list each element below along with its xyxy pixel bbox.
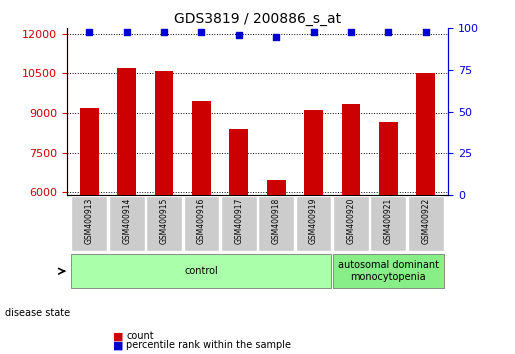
FancyBboxPatch shape xyxy=(109,196,145,251)
Bar xyxy=(154,71,174,195)
Bar xyxy=(267,181,285,195)
Bar xyxy=(192,101,211,195)
Text: ■: ■ xyxy=(113,340,124,350)
Text: GSM400920: GSM400920 xyxy=(347,198,355,244)
Point xyxy=(123,29,131,34)
Text: ■: ■ xyxy=(113,331,124,341)
Text: GSM400913: GSM400913 xyxy=(85,198,94,244)
Point xyxy=(347,29,355,34)
Text: GSM400922: GSM400922 xyxy=(421,198,430,244)
Text: autosomal dominant
monocytopenia: autosomal dominant monocytopenia xyxy=(338,261,439,282)
FancyBboxPatch shape xyxy=(370,196,406,251)
Point xyxy=(235,32,243,38)
Text: GSM400918: GSM400918 xyxy=(272,198,281,244)
Text: GSM400917: GSM400917 xyxy=(234,198,243,244)
Bar xyxy=(416,73,435,195)
FancyBboxPatch shape xyxy=(72,254,332,289)
FancyBboxPatch shape xyxy=(333,254,443,289)
Text: GSM400919: GSM400919 xyxy=(309,198,318,244)
FancyBboxPatch shape xyxy=(258,196,294,251)
Bar xyxy=(80,108,99,195)
Text: GSM400915: GSM400915 xyxy=(160,198,168,244)
Point xyxy=(160,29,168,34)
Bar xyxy=(230,129,248,195)
Bar xyxy=(117,68,136,195)
Text: GSM400921: GSM400921 xyxy=(384,198,393,244)
Bar xyxy=(304,110,323,195)
Bar xyxy=(379,122,398,195)
FancyBboxPatch shape xyxy=(408,196,443,251)
Point xyxy=(272,34,280,40)
Point xyxy=(197,29,205,34)
Text: percentile rank within the sample: percentile rank within the sample xyxy=(126,340,291,350)
Title: GDS3819 / 200886_s_at: GDS3819 / 200886_s_at xyxy=(174,12,341,26)
Text: count: count xyxy=(126,331,154,341)
Point xyxy=(310,29,318,34)
Text: GSM400916: GSM400916 xyxy=(197,198,206,244)
FancyBboxPatch shape xyxy=(146,196,182,251)
Text: control: control xyxy=(184,266,218,276)
FancyBboxPatch shape xyxy=(183,196,219,251)
Point xyxy=(85,29,94,34)
Point xyxy=(384,29,392,34)
FancyBboxPatch shape xyxy=(296,196,332,251)
FancyBboxPatch shape xyxy=(221,196,257,251)
Bar xyxy=(341,104,360,195)
FancyBboxPatch shape xyxy=(333,196,369,251)
FancyBboxPatch shape xyxy=(72,196,107,251)
Text: disease state: disease state xyxy=(5,308,70,318)
Text: GSM400914: GSM400914 xyxy=(122,198,131,244)
Point xyxy=(421,29,430,34)
